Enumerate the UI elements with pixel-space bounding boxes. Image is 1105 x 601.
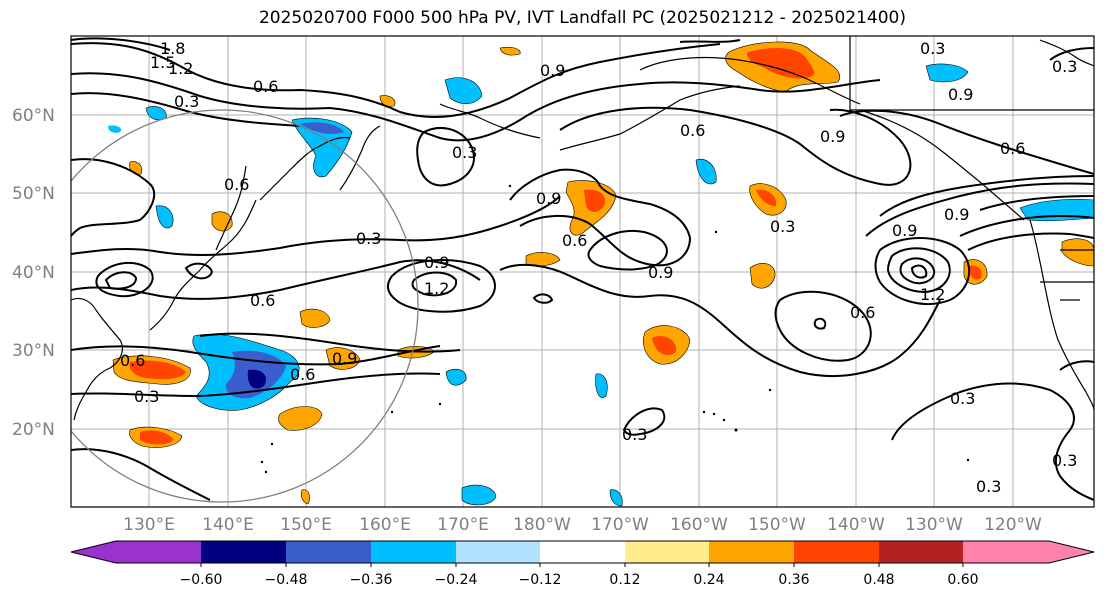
contour-label: 0.6	[224, 175, 249, 194]
colorbar-tick-label: −0.48	[265, 572, 308, 588]
latitude-labels: 20°N 30°N 40°N 50°N 60°N	[12, 106, 55, 440]
contour-label: 0.3	[174, 92, 199, 111]
contour-label: 0.3	[976, 477, 1001, 496]
colorbar-tick-label: 0.24	[693, 572, 724, 588]
colorbar-segments	[71, 541, 1094, 563]
colorbar-tick-label: 0.48	[863, 572, 894, 588]
colorbar-segment	[794, 541, 879, 563]
lat-label: 20°N	[12, 420, 55, 440]
colorbar-tick-label: 0.12	[609, 572, 640, 588]
colorbar-segment	[963, 541, 1094, 563]
lon-label: 120°W	[984, 515, 1042, 535]
contour-label: 0.3	[920, 39, 945, 58]
contour-label: 0.3	[770, 217, 795, 236]
lon-label: 170°W	[591, 515, 649, 535]
contour-label: 0.9	[540, 61, 565, 80]
lat-label: 30°N	[12, 341, 55, 361]
colorbar-segment	[371, 541, 456, 563]
contour-label: 0.6	[290, 365, 315, 384]
contour-label: 0.6	[562, 231, 587, 250]
longitude-labels: 130°E 140°E 150°E 160°E 170°E 180°W 170°…	[123, 515, 1042, 535]
contour-label: 0.3	[134, 387, 159, 406]
contour-label: 0.3	[1052, 57, 1077, 76]
contour-labels: 1.8 1.5 1.2 0.3 0.6 0.3 0.9 0.6 0.3 0.9 …	[120, 39, 1077, 496]
colorbar-tick-label: −0.36	[350, 572, 393, 588]
contour-label: 0.9	[944, 205, 969, 224]
lon-label: 150°E	[280, 515, 332, 535]
colorbar-tick-label: −0.12	[519, 572, 562, 588]
colorbar: −0.60 −0.48 −0.36 −0.24 −0.12 0.12 0.24 …	[70, 540, 1095, 588]
contour-label: 0.3	[356, 229, 381, 248]
contour-label: 0.6	[253, 77, 278, 96]
contour-label: 0.6	[680, 121, 705, 140]
map-title: 2025020700 F000 500 hPa PV, IVT Landfall…	[258, 8, 906, 28]
contour-label: 0.3	[950, 389, 975, 408]
pv-contours	[71, 37, 1094, 501]
colorbar-tick-label: −0.60	[180, 572, 223, 588]
colorbar-segment	[879, 541, 963, 563]
lat-label: 40°N	[12, 263, 55, 283]
map-frame	[70, 35, 1095, 508]
lon-label: 130°W	[905, 515, 963, 535]
lon-label: 160°W	[670, 515, 728, 535]
contour-label: 0.9	[892, 221, 917, 240]
map-panel: 1.8 1.5 1.2 0.3 0.6 0.3 0.9 0.6 0.3 0.9 …	[71, 36, 1094, 507]
contour-label: 0.3	[452, 143, 477, 162]
lon-label: 140°W	[827, 515, 885, 535]
contour-label: 0.9	[648, 263, 673, 282]
pv-anomaly-shading	[108, 41, 1094, 507]
contour-label: 0.9	[424, 253, 449, 272]
colorbar-segment	[71, 541, 201, 563]
colorbar-segment	[456, 541, 540, 563]
colorbar-segment	[286, 541, 371, 563]
contour-label: 1.5	[150, 53, 175, 72]
contour-label: 0.3	[622, 425, 647, 444]
lon-label: 180°W	[513, 515, 571, 535]
colorbar-segment	[201, 541, 286, 563]
landfall-region-circle	[71, 109, 419, 503]
lat-label: 50°N	[12, 184, 55, 204]
islands	[260, 184, 970, 474]
contour-label: 0.9	[948, 85, 973, 104]
colorbar-tick-label: −0.24	[435, 572, 478, 588]
colorbar-tick-label: 0.36	[778, 572, 809, 588]
contour-label: 1.2	[168, 59, 193, 78]
colorbar-outline	[70, 540, 1095, 564]
lon-label: 160°E	[359, 515, 411, 535]
contour-label: 1.2	[424, 279, 449, 298]
lon-label: 150°W	[748, 515, 806, 535]
contour-label: 0.3	[1052, 451, 1077, 470]
contour-label: 0.6	[120, 351, 145, 370]
contour-label: 1.2	[920, 285, 945, 304]
contour-label: 0.6	[250, 291, 275, 310]
contour-label: 0.6	[1000, 139, 1025, 158]
lon-label: 140°E	[202, 515, 254, 535]
coastlines	[71, 36, 1094, 421]
contour-label: 1.8	[160, 39, 185, 58]
lon-label: 170°E	[437, 515, 489, 535]
contour-label: 0.9	[820, 127, 845, 146]
colorbar-segment	[709, 541, 794, 563]
colorbar-tick-label: 0.60	[947, 572, 978, 588]
colorbar-ticks	[200, 563, 964, 567]
contour-label: 0.9	[332, 349, 357, 368]
contour-label: 0.6	[850, 303, 875, 322]
colorbar-segment	[540, 541, 625, 563]
lon-label: 130°E	[123, 515, 175, 535]
colorbar-segment	[625, 541, 709, 563]
lat-label: 60°N	[12, 106, 55, 126]
contour-label: 0.9	[536, 189, 561, 208]
